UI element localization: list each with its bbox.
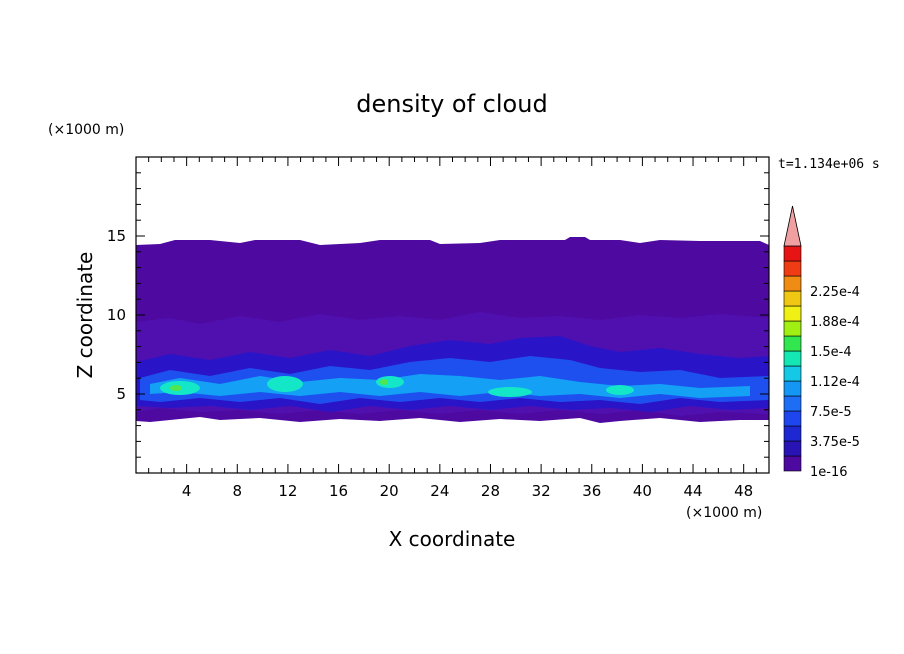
colorbar-label: 1.88e-4 bbox=[810, 315, 860, 330]
contour-level-7 bbox=[170, 385, 182, 391]
colorbar-swatch bbox=[783, 425, 802, 442]
contour-level-7 bbox=[380, 379, 388, 385]
colorbar-swatch bbox=[783, 260, 802, 277]
colorbar-swatch bbox=[783, 290, 802, 307]
colorbar-swatch bbox=[783, 245, 802, 262]
y-axis: 5 10 15 bbox=[107, 172, 769, 458]
y-tick-label: 15 bbox=[107, 227, 126, 245]
x-tick-label: 28 bbox=[481, 482, 500, 500]
colorbar-swatch bbox=[783, 350, 802, 367]
colorbar-swatch bbox=[783, 365, 802, 382]
x-unit-label: (×1000 m) bbox=[686, 505, 762, 521]
time-label: t=1.134e+06 s bbox=[778, 157, 880, 172]
colorbar-label: 1.12e-4 bbox=[810, 375, 860, 390]
colorbar-swatch bbox=[783, 275, 802, 292]
contour-level-5 bbox=[150, 374, 750, 398]
colorbar-label: 7.5e-5 bbox=[810, 405, 852, 420]
contour-field bbox=[136, 237, 769, 423]
x-tick-label: 36 bbox=[582, 482, 601, 500]
colorbar-swatch bbox=[783, 455, 802, 472]
colorbar-swatch bbox=[783, 410, 802, 427]
colorbar: 1e-16 3.75e-5 7.5e-5 1.12e-4 1.5e-4 1.88e-4 2.… bbox=[783, 205, 860, 480]
x-axis: 4 8 12 16 20 24 28 32 36 40 44 48 bbox=[148, 157, 757, 500]
y-unit-label: (×1000 m) bbox=[48, 122, 124, 138]
colorbar-swatch bbox=[783, 395, 802, 412]
chart-title: density of cloud bbox=[356, 90, 547, 118]
contour-level-6 bbox=[267, 376, 303, 392]
x-tick-label: 16 bbox=[329, 482, 348, 500]
colorbar-label: 1e-16 bbox=[810, 465, 848, 480]
x-tick-label: 40 bbox=[633, 482, 652, 500]
y-tick-label: 10 bbox=[107, 306, 126, 324]
contour-level-6 bbox=[488, 387, 532, 397]
colorbar-swatch bbox=[783, 305, 802, 322]
x-axis-label: X coordinate bbox=[389, 527, 516, 551]
x-tick-label: 12 bbox=[278, 482, 297, 500]
y-axis-label: Z coordinate bbox=[73, 252, 97, 379]
colorbar-swatch bbox=[783, 335, 802, 352]
x-tick-label: 24 bbox=[430, 482, 449, 500]
contour-level-6 bbox=[376, 376, 404, 388]
contour-level-6 bbox=[606, 385, 634, 395]
y-tick-label: 5 bbox=[116, 385, 126, 403]
colorbar-label: 2.25e-4 bbox=[810, 285, 860, 300]
x-tick-label: 32 bbox=[532, 482, 551, 500]
x-tick-label: 44 bbox=[683, 482, 702, 500]
colorbar-label: 3.75e-5 bbox=[810, 435, 860, 450]
x-tick-label: 20 bbox=[380, 482, 399, 500]
colorbar-swatch bbox=[783, 320, 802, 337]
colorbar-swatch bbox=[783, 380, 802, 397]
colorbar-label: 1.5e-4 bbox=[810, 345, 852, 360]
colorbar-swatch bbox=[783, 440, 802, 457]
x-tick-label: 48 bbox=[734, 482, 753, 500]
colorbar-extend-triangle bbox=[783, 205, 802, 247]
x-tick-label: 4 bbox=[182, 482, 192, 500]
x-tick-label: 8 bbox=[233, 482, 243, 500]
